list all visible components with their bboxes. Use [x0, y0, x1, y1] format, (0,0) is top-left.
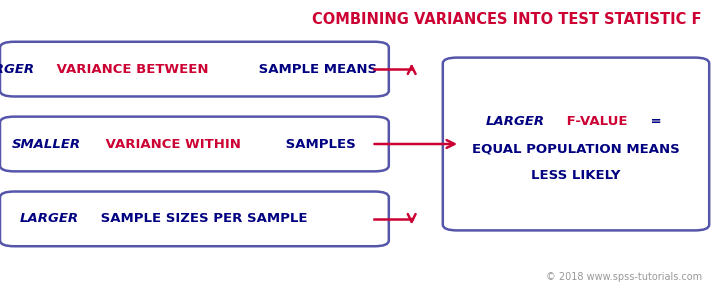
Text: SAMPLES: SAMPLES [281, 137, 356, 151]
Text: EQUAL POPULATION MEANS: EQUAL POPULATION MEANS [472, 142, 680, 155]
Text: LARGER: LARGER [485, 115, 544, 128]
Text: LESS LIKELY: LESS LIKELY [531, 169, 621, 182]
FancyBboxPatch shape [0, 42, 389, 96]
Text: SMALLER: SMALLER [12, 137, 81, 151]
FancyBboxPatch shape [0, 117, 389, 171]
Text: © 2018 www.spss-tutorials.com: © 2018 www.spss-tutorials.com [546, 272, 702, 282]
Text: COMBINING VARIANCES INTO TEST STATISTIC F: COMBINING VARIANCES INTO TEST STATISTIC … [312, 12, 702, 26]
Text: SAMPLE SIZES PER SAMPLE: SAMPLE SIZES PER SAMPLE [96, 212, 307, 226]
FancyBboxPatch shape [443, 58, 709, 230]
Text: LARGER: LARGER [20, 212, 79, 226]
Text: SAMPLE MEANS: SAMPLE MEANS [254, 62, 377, 76]
Text: F-VALUE: F-VALUE [562, 115, 627, 128]
Text: VARIANCE BETWEEN: VARIANCE BETWEEN [52, 62, 209, 76]
FancyBboxPatch shape [0, 192, 389, 246]
Text: VARIANCE WITHIN: VARIANCE WITHIN [101, 137, 240, 151]
Text: LARGER: LARGER [0, 62, 35, 76]
Text: =: = [647, 115, 662, 128]
